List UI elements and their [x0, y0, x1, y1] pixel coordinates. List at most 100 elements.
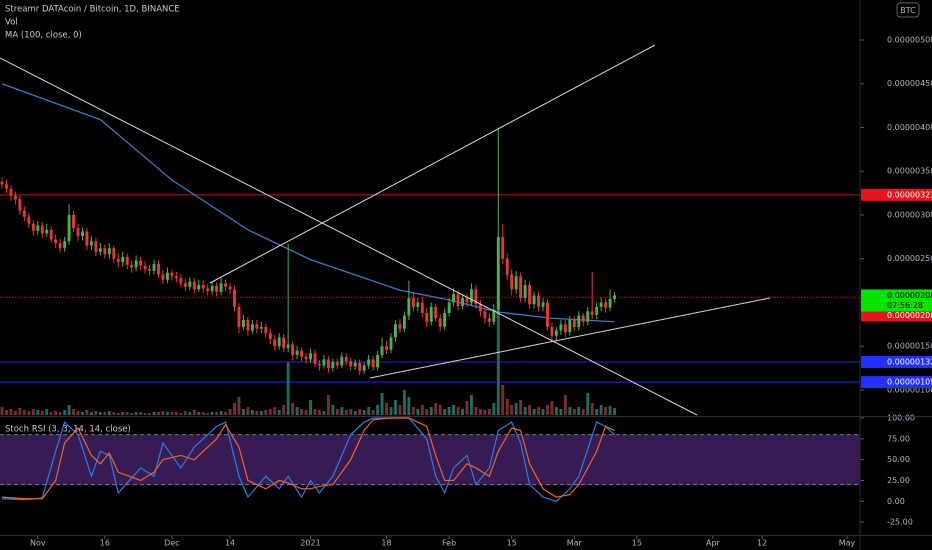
volume-bar	[45, 409, 49, 415]
candle-body	[550, 326, 554, 336]
candle-body	[183, 283, 187, 287]
candle-body	[165, 272, 169, 280]
candle-body	[264, 326, 268, 334]
candle-body	[353, 362, 357, 367]
candle-body	[581, 315, 585, 322]
volume-bar	[134, 412, 138, 415]
x-tick-label: 14	[225, 539, 235, 548]
volume-bar	[505, 399, 509, 415]
candle-body	[385, 346, 388, 350]
volume-bar	[40, 411, 44, 415]
candle-body	[5, 184, 8, 189]
volume-bar	[103, 412, 107, 415]
volume-bar	[335, 409, 339, 415]
candle-body	[563, 324, 567, 333]
volume-bar	[0, 407, 4, 415]
candle-body	[197, 284, 201, 290]
currency-label[interactable]: BTC	[900, 6, 916, 15]
volume-bar	[246, 407, 250, 415]
currency-button[interactable]	[896, 2, 920, 18]
candle-body	[188, 281, 192, 287]
volume-bar	[233, 403, 236, 415]
candle-body	[45, 229, 49, 234]
candle-body	[170, 272, 174, 277]
volume-bar	[139, 412, 143, 415]
candle-body	[537, 295, 540, 307]
candle-body	[179, 277, 183, 284]
candle-body	[568, 319, 572, 333]
volume-bar	[577, 407, 581, 415]
volume-bar	[125, 412, 129, 415]
candle-body	[434, 306, 438, 319]
volume-bar	[58, 412, 62, 415]
volume-bar	[36, 410, 40, 415]
volume-bar	[353, 411, 357, 415]
volume-bar	[443, 409, 447, 415]
candle-body	[121, 256, 125, 263]
volume-bar	[514, 403, 518, 415]
candle-body	[72, 214, 76, 229]
candle-body	[519, 276, 523, 299]
trendline	[369, 297, 771, 379]
candle-body	[282, 337, 286, 348]
candle-body	[246, 319, 250, 331]
volume-bar	[389, 407, 393, 415]
volume-bar	[89, 412, 93, 415]
candle-body	[501, 236, 505, 259]
volume-bar	[599, 405, 603, 415]
y-tick-label: 0.00	[887, 497, 905, 506]
x-tick-label: 12	[757, 539, 767, 548]
candle-body	[13, 195, 17, 200]
stoch-label: Stoch RSI (3, 3, 14, 14, close)	[5, 425, 131, 435]
candle-body	[510, 274, 514, 290]
candle-body	[407, 298, 411, 316]
volume-bar	[331, 405, 335, 415]
volume-bar	[170, 412, 174, 415]
candle-body	[134, 260, 138, 268]
candle-body	[224, 283, 228, 287]
candle-body	[514, 276, 518, 290]
candle-body	[402, 315, 406, 329]
volume-bar	[295, 407, 299, 415]
candle-body	[470, 289, 473, 303]
volume-bar	[309, 400, 312, 415]
volume-bar	[394, 400, 397, 415]
candle-body	[608, 298, 612, 308]
volume-bar	[76, 411, 80, 415]
candle-body	[206, 288, 210, 292]
volume-bar	[277, 410, 281, 415]
x-tick-label: May	[839, 539, 856, 548]
volume-bar	[349, 409, 353, 415]
layers: 0.000001000.000001500.000002000.00000250…	[0, 35, 932, 548]
y-tick-label: 75.00	[887, 434, 910, 443]
volume-bar	[456, 407, 460, 415]
volume-bar	[371, 410, 375, 415]
candle-body	[344, 356, 348, 362]
stoch-line	[1, 417, 615, 502]
volume-bar	[215, 412, 219, 415]
candle-body	[429, 306, 433, 322]
candle-body	[40, 225, 44, 234]
volume-bar	[112, 412, 116, 415]
candle-body	[487, 318, 491, 322]
candle-body	[340, 356, 344, 366]
candle-body	[349, 361, 353, 367]
candle-body	[31, 223, 35, 231]
price-level-label: 0.00000132	[887, 357, 932, 366]
candle-body	[398, 324, 402, 329]
candle-body	[465, 298, 469, 303]
y-tick-label: 0.00000300	[887, 210, 932, 219]
x-tick-label: Dec	[164, 539, 179, 548]
candle-body	[273, 339, 277, 347]
x-tick-label: Nov	[30, 539, 46, 548]
volume-bar	[130, 413, 134, 415]
countdown-label: 07:56:28	[887, 301, 923, 310]
volume-bar	[523, 407, 527, 415]
volume-bar	[474, 407, 478, 415]
volume-bar	[367, 407, 371, 415]
candle-body	[9, 188, 13, 196]
candle-body	[474, 289, 478, 305]
volume-bar	[13, 411, 17, 415]
volume-bar	[546, 405, 549, 415]
